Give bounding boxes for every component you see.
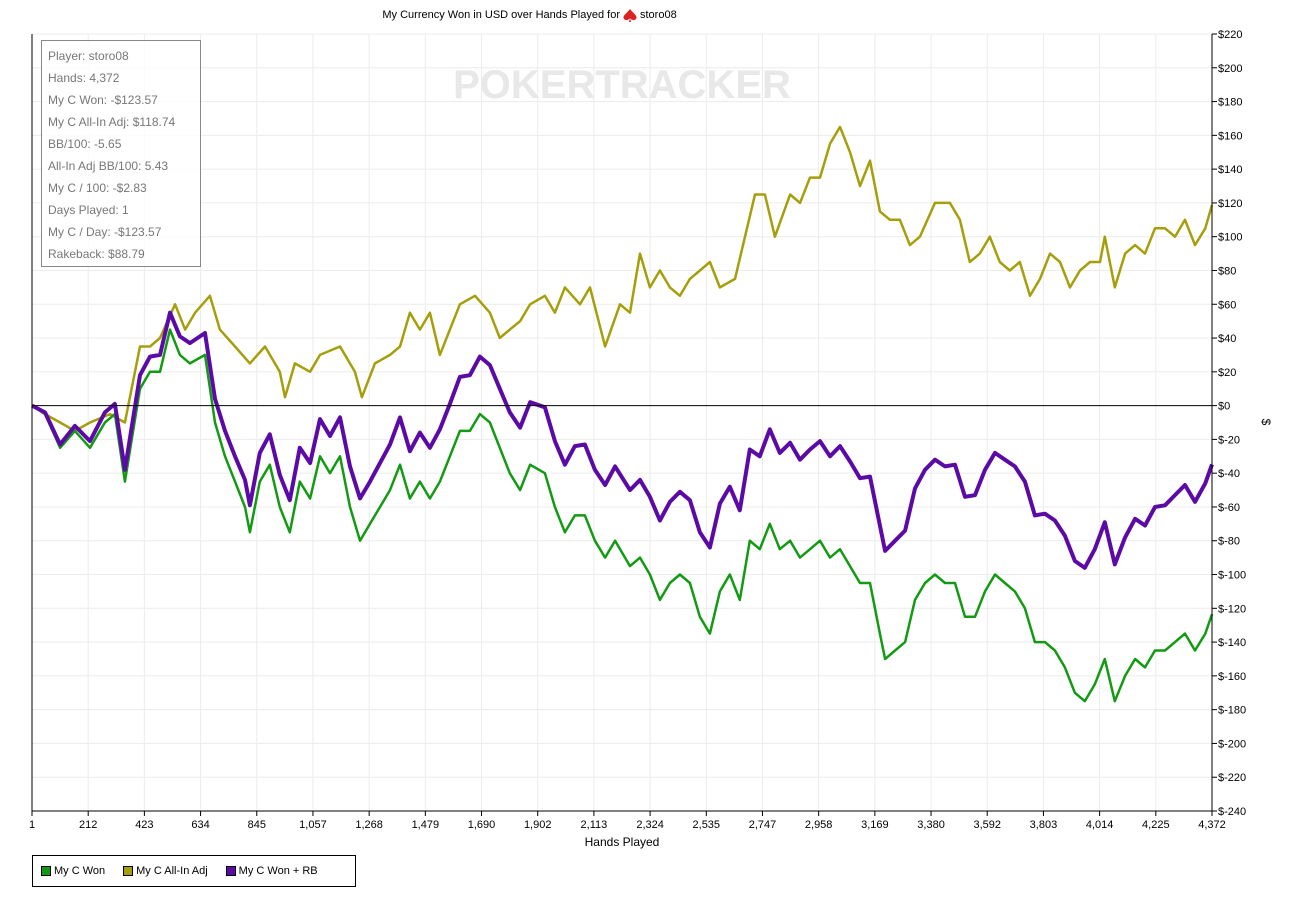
watermark: POKERTRACKER — [453, 63, 791, 107]
stats-box: Player: storo08 Hands: 4,372 My C Won: -$1… — [41, 40, 201, 267]
series-line-my-c-all-in-adj — [31, 125, 1214, 433]
stat-line: My C All-In Adj: $118.74 — [48, 115, 176, 129]
stat-line: Days Played: 1 — [48, 203, 129, 217]
x-tick-label: 423 — [135, 819, 153, 831]
x-tick-label: 1 — [29, 819, 35, 831]
series-line-my-c-won-rb — [31, 310, 1214, 570]
stat-line: My C / Day: -$123.57 — [48, 225, 162, 239]
y-tick-label: $-120 — [1218, 603, 1246, 615]
y-tick-label: $-40 — [1218, 468, 1240, 480]
x-tick-label: 2,958 — [805, 819, 833, 831]
x-tick-label: 1,268 — [355, 819, 383, 831]
legend-label: My C Won — [54, 865, 106, 877]
y-tick-label: $-60 — [1218, 502, 1240, 514]
y-tick-label: $40 — [1218, 333, 1236, 345]
y-tick-label: $140 — [1218, 164, 1242, 176]
y-tick-label: $60 — [1218, 299, 1236, 311]
x-tick-label: 3,803 — [1030, 819, 1058, 831]
x-tick-label: 2,535 — [693, 819, 721, 831]
x-tick-label: 212 — [79, 819, 97, 831]
x-tick-label: 1,902 — [524, 819, 552, 831]
legend: My C Won My C All-In Adj My C Won + RB — [32, 855, 356, 887]
stat-line: Player: storo08 — [48, 49, 129, 63]
axes: $220 $200 $180 $160 $140 $120 $100 $80 $60 $40 $20… — [29, 29, 1246, 831]
grid — [31, 33, 1213, 812]
x-tick-label: 4,225 — [1142, 819, 1170, 831]
y-tick-label: $20 — [1218, 367, 1236, 379]
y-tick-label: $200 — [1218, 63, 1242, 75]
x-tick-label: 1,057 — [299, 819, 327, 831]
x-tick-label: 2,747 — [749, 819, 777, 831]
y-tick-label: $-140 — [1218, 637, 1246, 649]
x-tick-label: 2,324 — [636, 819, 664, 831]
x-tick-label: 4,014 — [1086, 819, 1114, 831]
stat-line: All-In Adj BB/100: 5.43 — [48, 159, 169, 173]
x-tick-label: 1,479 — [412, 819, 440, 831]
legend-item[interactable]: My C Won — [41, 865, 105, 877]
y-tick-label: $-240 — [1218, 806, 1246, 818]
legend-item[interactable]: My C All-In Adj — [123, 865, 208, 877]
legend-item[interactable]: My C Won + RB — [225, 865, 318, 877]
x-tick-label: 634 — [191, 819, 209, 831]
x-tick-label: 3,169 — [861, 819, 889, 831]
x-tick-label: 845 — [248, 819, 266, 831]
chart-title: My Currency Won in USD over Hands Played… — [382, 9, 620, 21]
y-tick-label: $-200 — [1218, 738, 1246, 750]
legend-label: My C All-In Adj — [136, 865, 208, 877]
stat-line: My C / 100: -$2.83 — [48, 181, 147, 195]
x-tick-label: 2,113 — [581, 819, 608, 831]
y-tick-label: $0 — [1218, 401, 1230, 413]
y-tick-label: $100 — [1218, 232, 1242, 244]
y-tick-label: $-20 — [1218, 434, 1240, 446]
y-tick-label: $-80 — [1218, 536, 1240, 548]
stat-line: Rakeback: $88.79 — [48, 247, 145, 261]
x-axis-label: Hands Played — [585, 835, 660, 849]
y-tick-label: $-100 — [1218, 570, 1246, 582]
y-tick-label: $-160 — [1218, 671, 1246, 683]
x-tick-label: 1,690 — [468, 819, 496, 831]
legend-swatch — [41, 866, 51, 876]
y-tick-label: $-220 — [1218, 772, 1246, 784]
y-tick-label: $160 — [1218, 130, 1242, 142]
stat-line: My C Won: -$123.57 — [48, 93, 158, 107]
legend-swatch — [225, 866, 236, 876]
chart-title-player: storo08 — [640, 9, 677, 21]
y-tick-label: $220 — [1218, 29, 1242, 41]
stat-line: BB/100: -5.65 — [48, 137, 122, 151]
legend-label: My C Won + RB — [238, 865, 318, 877]
spade-icon — [623, 9, 637, 22]
y-tick-label: $120 — [1218, 198, 1242, 210]
x-tick-label: 3,592 — [973, 819, 1001, 831]
y-tick-label: $-180 — [1218, 705, 1246, 717]
legend-swatch — [123, 866, 134, 876]
y-tick-label: $180 — [1218, 97, 1242, 109]
y-tick-label: $80 — [1218, 265, 1236, 277]
series-line-my-c-won — [31, 328, 1214, 703]
series-lines — [31, 125, 1214, 703]
stat-line: Hands: 4,372 — [48, 71, 120, 85]
x-tick-label: 3,380 — [917, 819, 945, 831]
x-tick-label: 4,372 — [1198, 819, 1226, 831]
y-axis-label: $ — [1259, 419, 1273, 426]
